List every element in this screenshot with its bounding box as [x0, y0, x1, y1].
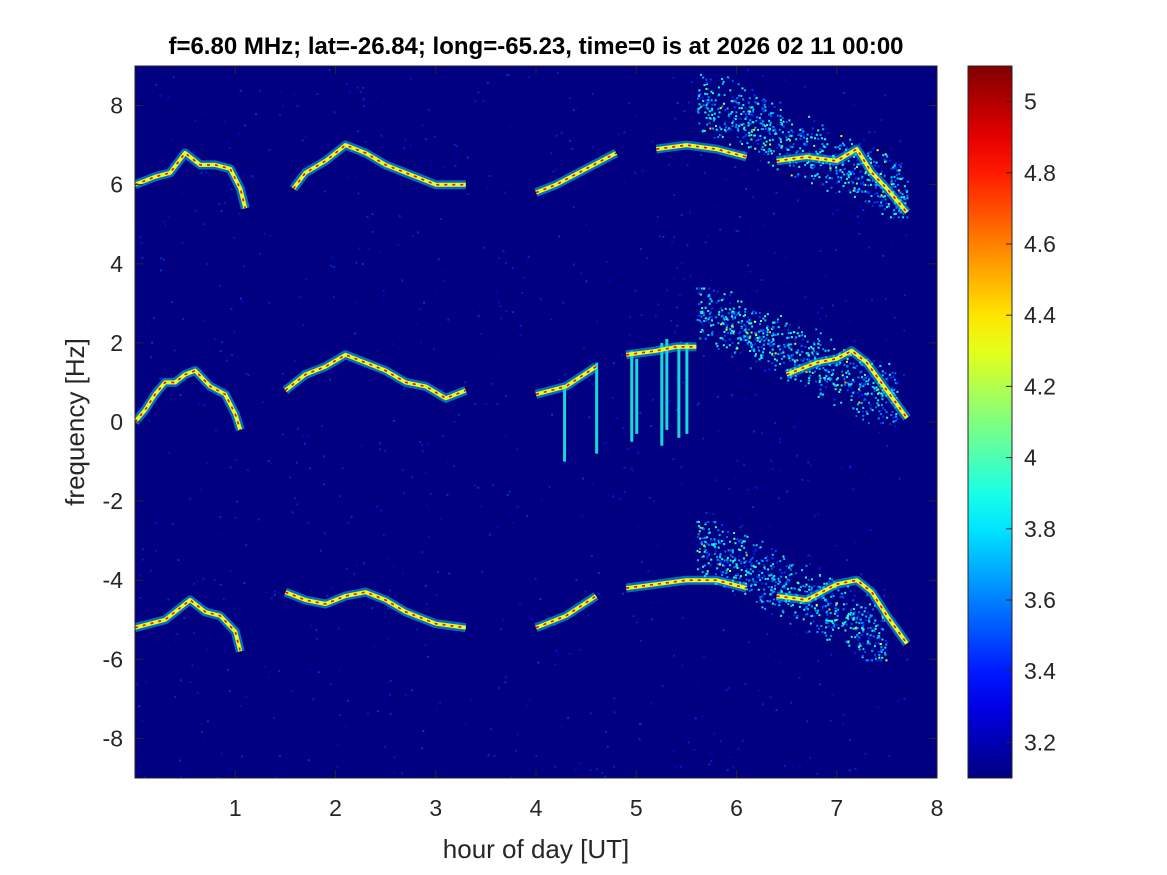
vertical-streak-1: [595, 362, 599, 454]
y-tick-label: -6: [103, 646, 123, 672]
x-tick-label: 4: [530, 795, 543, 821]
chart-title: f=6.80 MHz; lat=-26.84; long=-65.23, tim…: [168, 33, 903, 60]
colorbar-tick-label: 3.4: [1024, 658, 1056, 684]
background-speckle: [135, 68, 909, 778]
x-tick-label: 1: [229, 795, 242, 821]
x-tick-label: 2: [329, 795, 342, 821]
echo-trace-1: [135, 140, 911, 216]
vertical-streak-5: [665, 338, 669, 430]
y-tick-label: 6: [110, 172, 123, 198]
colorbar-tick-label: 4.4: [1024, 302, 1056, 328]
y-tick-label: -4: [103, 567, 124, 593]
y-tick-label: -2: [103, 488, 123, 514]
vertical-streak-3: [635, 358, 639, 434]
vertical-streak-6: [677, 346, 681, 438]
x-tick-label: 5: [630, 795, 643, 821]
vertical-streak-4: [660, 342, 664, 446]
colorbar-tick-label: 4.6: [1024, 231, 1056, 257]
y-tick-label: -8: [103, 725, 123, 751]
vertical-streak-0: [563, 386, 567, 462]
colorbar-tick-label: 4: [1024, 445, 1037, 471]
colorbar-tick-label: 4.8: [1024, 160, 1056, 186]
colorbar-tick-label: 3.8: [1024, 516, 1056, 542]
echo-trace-2: [135, 342, 911, 432]
x-tick-label: 7: [830, 795, 843, 821]
spectrogram-background: [135, 66, 937, 778]
x-axis-label: hour of day [UT]: [443, 834, 629, 864]
colorbar-tick-label: 3.6: [1024, 587, 1056, 613]
x-tick-label: 6: [730, 795, 743, 821]
colorbar-gradient: [968, 66, 1012, 778]
y-tick-label: 4: [110, 251, 123, 277]
colorbar-tick-label: 3.2: [1024, 729, 1056, 755]
colorbar-tick-label: 5: [1024, 89, 1037, 115]
y-axis-label: frequency [Hz]: [60, 338, 90, 506]
x-tick-label: 3: [429, 795, 442, 821]
vertical-streak-7: [685, 342, 689, 434]
diffuse-region-2: [696, 520, 888, 662]
y-axis-ticks: -8 -6 -4 -2 0 2 4 6 8: [103, 93, 937, 751]
colorbar-tick-label: 4.2: [1024, 373, 1056, 399]
echo-trace-3: [135, 575, 911, 653]
spectrogram-plot-area: [134, 65, 938, 779]
y-tick-label: 8: [110, 93, 123, 119]
y-tick-label: 0: [110, 409, 123, 435]
y-tick-label: 2: [110, 330, 123, 356]
x-tick-label: 8: [931, 795, 944, 821]
vertical-streak-2: [630, 350, 634, 442]
colorbar-frame: [967, 65, 1013, 779]
spectrogram-content: [135, 68, 911, 778]
colorbar: 3.2 3.4 3.6 3.8 4 4.2 4.4 4.6 4.8 5: [967, 65, 1056, 779]
x-axis-ticks: 1 2 3 4 5 6 7 8: [229, 66, 944, 821]
